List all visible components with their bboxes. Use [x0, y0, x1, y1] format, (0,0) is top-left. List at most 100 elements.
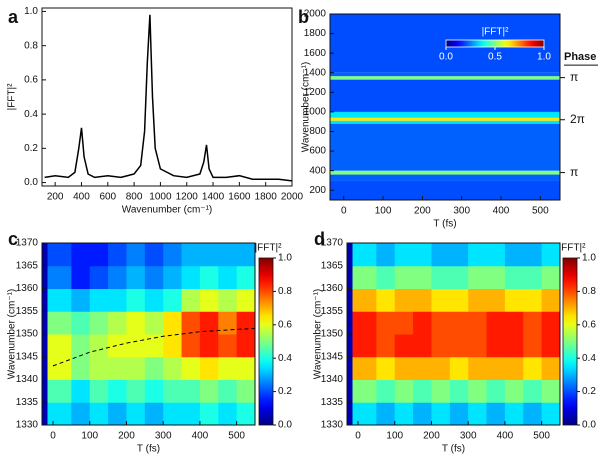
heat-cell: [47, 334, 72, 358]
heat-cell: [413, 243, 432, 267]
x-tick-label: 300: [460, 431, 477, 442]
heat-cell: [449, 356, 469, 380]
plot-area: [42, 243, 255, 425]
heat-cell: [394, 379, 414, 403]
x-tick-label: 200: [47, 192, 64, 203]
heat-stripe: [330, 117, 560, 121]
panel-label: a: [8, 7, 19, 27]
heat-cell: [449, 265, 469, 289]
y-tick-label: 0.8: [24, 40, 38, 51]
heat-cell: [541, 265, 560, 289]
y-tick-label: 0.2: [24, 143, 38, 154]
heat-cell: [47, 311, 72, 335]
heat-cell: [47, 379, 72, 403]
y-tick-label: 1600: [304, 48, 327, 59]
heat-cell: [413, 356, 432, 380]
heat-cell: [486, 265, 506, 289]
heat-cell: [347, 334, 354, 358]
heat-cell: [431, 288, 451, 312]
colorbar: [445, 39, 545, 48]
x-tick-label: 400: [497, 431, 514, 442]
heat-cell: [199, 379, 219, 403]
y-tick-label: 1355: [321, 306, 344, 317]
heat-cell: [468, 311, 488, 335]
heat-cell: [352, 265, 377, 289]
colorbar-tick-label: 0.2: [582, 386, 596, 397]
heat-cell: [71, 379, 91, 403]
heat-cell: [89, 311, 109, 335]
heat-cell: [89, 334, 109, 358]
y-tick-label: 1355: [16, 306, 39, 317]
heat-cell: [71, 265, 91, 289]
heat-cell: [347, 402, 354, 425]
colorbar-tick-label: 1.0: [582, 253, 596, 264]
heat-cell: [181, 243, 201, 267]
heat-cell: [199, 243, 219, 267]
y-axis-title: |FFT|²: [7, 83, 18, 111]
heat-cell: [218, 288, 238, 312]
heat-cell: [449, 288, 469, 312]
heat-cell: [468, 356, 488, 380]
heat-cell: [352, 243, 377, 267]
colorbar-title: |FFT|²: [559, 243, 587, 254]
heat-cell: [523, 288, 543, 312]
plot-area: [44, 14, 292, 182]
heat-cell: [352, 334, 377, 358]
heat-cell: [199, 402, 219, 425]
heat-cell: [352, 356, 377, 380]
y-tick-label: 1800: [304, 28, 327, 39]
heat-cell: [376, 265, 396, 289]
x-tick-label: 0: [341, 206, 347, 217]
heat-cell: [413, 402, 432, 425]
heat-cell: [144, 402, 164, 425]
y-axis-title: Wavenumber (cm⁻¹): [301, 62, 312, 152]
heat-cell: [42, 288, 49, 312]
colorbar-tick-label: 0.6: [278, 319, 292, 330]
heat-cell: [504, 243, 524, 267]
heat-cell: [504, 379, 524, 403]
heat-cell: [394, 311, 414, 335]
heat-cell: [347, 265, 354, 289]
heat-cell: [218, 334, 238, 358]
heat-cell: [376, 379, 396, 403]
y-axis-title: Wavenumber (cm⁻¹): [313, 289, 324, 379]
heat-cell: [108, 379, 127, 403]
y-tick-label: 0.6: [24, 75, 38, 86]
heat-cell: [42, 402, 49, 425]
heat-cell: [47, 288, 72, 312]
colorbar-tick-label: 0.6: [582, 319, 596, 330]
heat-cell: [347, 243, 354, 267]
y-tick-label: 0.0: [24, 177, 38, 188]
heat-cell: [541, 356, 560, 380]
heat-cell: [47, 402, 72, 425]
colorbar-title: |FFT|²: [255, 243, 283, 254]
plot-area: [347, 243, 560, 425]
heat-cell: [42, 356, 49, 380]
y-tick-label: 1360: [321, 283, 344, 294]
heat-cell: [163, 402, 183, 425]
heat-cell: [144, 265, 164, 289]
x-tick-label: 500: [533, 431, 550, 442]
heat-cell: [71, 243, 91, 267]
y-tick-label: 1345: [16, 351, 39, 362]
heat-cell: [163, 334, 183, 358]
axes-frame: [329, 13, 561, 201]
heat-cell: [413, 334, 432, 358]
heat-cell: [126, 402, 146, 425]
heat-cell: [126, 311, 146, 335]
heat-cell: [523, 379, 543, 403]
heat-cell: [126, 288, 146, 312]
heat-cell: [541, 379, 560, 403]
y-tick-label: 1365: [16, 260, 39, 271]
y-tick-label: 1340: [16, 374, 39, 385]
heat-cell: [199, 334, 219, 358]
panel-label: d: [314, 229, 325, 249]
x-tick-label: 100: [386, 431, 403, 442]
heat-stripe: [330, 180, 560, 200]
x-tick-label: 300: [155, 431, 172, 442]
y-tick-label: 0.4: [24, 109, 38, 120]
heat-cell: [541, 334, 560, 358]
heat-cell: [468, 265, 488, 289]
heat-cell: [108, 243, 127, 267]
heat-stripe: [330, 120, 560, 124]
